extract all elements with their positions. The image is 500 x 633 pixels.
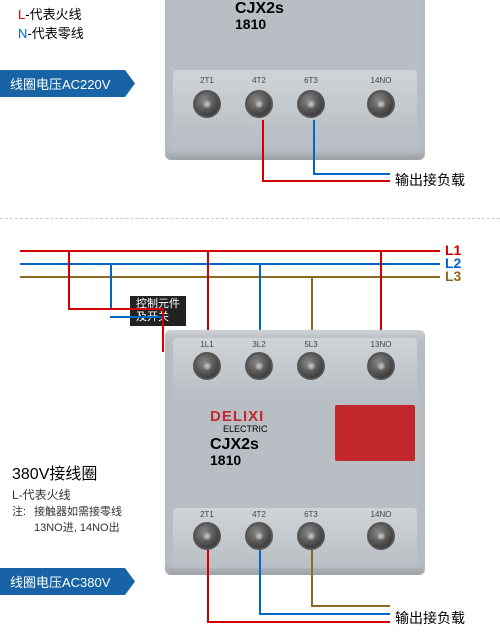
ctrl-l1-drop: [68, 252, 70, 308]
terminal-4t2: [245, 90, 273, 118]
note-sub1: L-代表火线: [12, 486, 71, 503]
control-label: 控制元件 及开关: [130, 296, 186, 326]
ctrl-l1-h: [68, 308, 164, 310]
out-l2: [259, 550, 261, 615]
output-220v: 输出接负载: [395, 170, 465, 190]
section-380v: L1 L2 L3 控制元件 及开关 1L1 3L2 5L3 13NO DELIX…: [0, 230, 500, 633]
output-380v: 输出接负载: [395, 608, 465, 628]
contactor-380v: 1L1 3L2 5L3 13NO DELIXI ELECTRIC CJX2s 1…: [165, 330, 425, 575]
terminal-3l2: [245, 352, 273, 380]
label-l3: L3: [445, 268, 461, 284]
legend-n-text: -代表零线: [27, 26, 83, 41]
section-220v: L-代表火线 N-代表零线 DELIXI ELECTRIC CJX2s 1810…: [0, 0, 500, 200]
ctrl-l1-v2: [162, 308, 164, 352]
brand-sub-2: ELECTRIC: [223, 424, 268, 434]
terminal-6t3-b: [297, 522, 325, 550]
wire-l-out1h: [262, 180, 390, 182]
note2: 13NO进, 14NO出: [34, 520, 120, 537]
terminal-1l1: [193, 352, 221, 380]
divider: [0, 218, 500, 219]
out-l3: [311, 550, 313, 607]
legend-220v: L-代表火线 N-代表零线: [18, 4, 84, 42]
terminal-5l3: [297, 352, 325, 380]
terminal-4t2-b: [245, 522, 273, 550]
note-title: 380V接线圈: [12, 460, 97, 484]
legend-l-text: -代表火线: [25, 7, 81, 22]
terminal-13no: [367, 352, 395, 380]
contactor-220v: DELIXI ELECTRIC CJX2s 1810 2T1 4T2 6T3 1…: [165, 0, 425, 160]
terminal-14no-b: [367, 522, 395, 550]
bus-l3: [20, 276, 440, 278]
model-no: 1810: [235, 16, 266, 32]
terminal-2t1-b: [193, 522, 221, 550]
wire-n-out1: [313, 120, 315, 175]
ctrl-l2-drop: [110, 265, 112, 308]
wire-n-out1h: [313, 173, 390, 175]
bus-l2: [20, 263, 440, 265]
wire-l-out1: [262, 120, 264, 182]
terminal-14no: [367, 90, 395, 118]
model-no-2: 1810: [210, 452, 241, 468]
coil-tag-380v: 线圈电压AC380V: [0, 568, 135, 595]
coil-tag-220v: 线圈电压AC220V: [0, 70, 135, 97]
legend-n-letter: N: [18, 26, 27, 41]
out-l1: [207, 550, 209, 623]
ctrl-l2-h: [110, 316, 164, 318]
terminal-6t3: [297, 90, 325, 118]
terminal-2t1: [193, 90, 221, 118]
note-label: 注:: [12, 504, 26, 521]
note1: 接触器如需接零线: [34, 504, 122, 521]
bus-l1: [20, 250, 440, 252]
brand-text-2: DELIXI: [210, 408, 264, 425]
